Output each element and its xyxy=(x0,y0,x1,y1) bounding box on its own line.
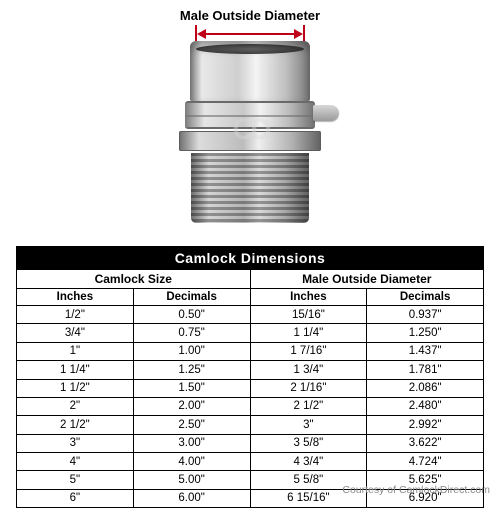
table-cell: 1/2" xyxy=(17,306,134,324)
table-cell: 2.480" xyxy=(367,397,484,415)
table-row: 2 1/2"2.50"3"2.992" xyxy=(17,416,484,434)
table-cell: 6.00" xyxy=(133,489,250,507)
table-cell: 3/4" xyxy=(17,324,134,342)
table-cell: 2 1/2" xyxy=(250,397,367,415)
table-cell: 1.437" xyxy=(367,342,484,360)
camlock-fitting-illustration: CD xyxy=(175,35,325,225)
group-header-od: Male Outside Diameter xyxy=(250,270,484,289)
table-cell: 2.50" xyxy=(133,416,250,434)
table-row: 4"4.00"4 3/4"4.724" xyxy=(17,453,484,471)
dimension-label: Male Outside Diameter xyxy=(180,8,320,23)
table-cell: 1 1/2" xyxy=(17,379,134,397)
table-cell: 1 7/16" xyxy=(250,342,367,360)
table-cell: 3" xyxy=(17,434,134,452)
table-cell: 2.992" xyxy=(367,416,484,434)
table-cell: 1 1/4" xyxy=(250,324,367,342)
table-cell: 2" xyxy=(17,397,134,415)
table-cell: 5.00" xyxy=(133,471,250,489)
table-title: Camlock Dimensions xyxy=(17,247,484,270)
dimensions-table-container: Camlock Dimensions Camlock Size Male Out… xyxy=(16,246,484,508)
table-cell: 2 1/16" xyxy=(250,379,367,397)
table-cell: 1.25" xyxy=(133,361,250,379)
table-cell: 1.250" xyxy=(367,324,484,342)
table-cell: 2.00" xyxy=(133,397,250,415)
table-cell: 1.00" xyxy=(133,342,250,360)
table-row: 2"2.00"2 1/2"2.480" xyxy=(17,397,484,415)
sub-header: Inches xyxy=(17,289,134,306)
table-cell: 15/16" xyxy=(250,306,367,324)
table-cell: 5" xyxy=(17,471,134,489)
table-cell: 1 1/4" xyxy=(17,361,134,379)
table-cell: 3 5/8" xyxy=(250,434,367,452)
table-cell: 3.622" xyxy=(367,434,484,452)
table-cell: 1.50" xyxy=(133,379,250,397)
table-cell: 4.724" xyxy=(367,453,484,471)
table-cell: 6" xyxy=(17,489,134,507)
credit-line: Courtesy of CamlockDirect.com xyxy=(342,484,490,496)
sub-header: Inches xyxy=(250,289,367,306)
figure-area: Male Outside Diameter CD xyxy=(0,0,500,240)
table-row: 3/4"0.75"1 1/4"1.250" xyxy=(17,324,484,342)
table-cell: 4.00" xyxy=(133,453,250,471)
table-cell: 3" xyxy=(250,416,367,434)
table-cell: 3.00" xyxy=(133,434,250,452)
table-cell: 2.086" xyxy=(367,379,484,397)
sub-header: Decimals xyxy=(367,289,484,306)
table-row: 1"1.00"1 7/16"1.437" xyxy=(17,342,484,360)
table-cell: 4" xyxy=(17,453,134,471)
table-cell: 0.937" xyxy=(367,306,484,324)
table-cell: 0.75" xyxy=(133,324,250,342)
table-row: 1 1/2"1.50"2 1/16"2.086" xyxy=(17,379,484,397)
table-cell: 1" xyxy=(17,342,134,360)
table-row: 3"3.00"3 5/8"3.622" xyxy=(17,434,484,452)
table-cell: 0.50" xyxy=(133,306,250,324)
dimensions-table: Camlock Dimensions Camlock Size Male Out… xyxy=(16,246,484,508)
group-header-size: Camlock Size xyxy=(17,270,251,289)
table-cell: 1 3/4" xyxy=(250,361,367,379)
table-cell: 2 1/2" xyxy=(17,416,134,434)
table-row: 1 1/4"1.25"1 3/4"1.781" xyxy=(17,361,484,379)
sub-header: Decimals xyxy=(133,289,250,306)
table-cell: 1.781" xyxy=(367,361,484,379)
table-row: 1/2"0.50"15/16"0.937" xyxy=(17,306,484,324)
table-cell: 4 3/4" xyxy=(250,453,367,471)
